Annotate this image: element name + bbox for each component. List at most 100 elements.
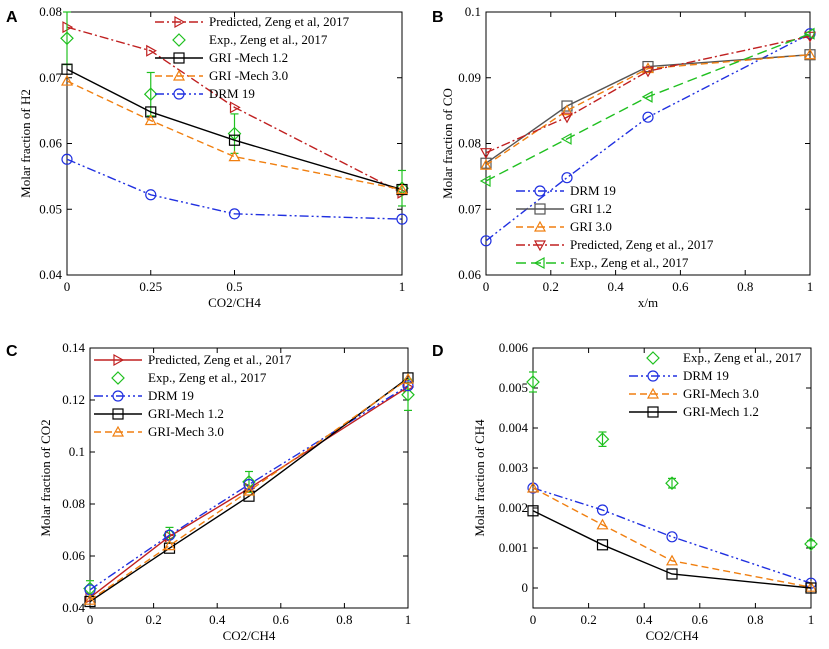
series-line <box>89 378 409 601</box>
data-point <box>402 380 414 392</box>
data-point <box>641 90 653 103</box>
legend-entry: DRM 19 <box>570 183 616 198</box>
data-point <box>804 580 818 592</box>
x-tick-label: 0.8 <box>747 612 763 627</box>
y-axis-label: Molar fraction of CO2 <box>38 419 53 536</box>
series-exp-zeng-et-al-2017 <box>526 371 818 551</box>
y-tick-label: 0.1 <box>465 4 481 19</box>
data-point <box>479 174 491 187</box>
data-point <box>401 387 415 402</box>
plot-frame <box>485 11 811 276</box>
y-tick-label: 0.12 <box>62 392 85 407</box>
legend-marker <box>533 240 547 252</box>
legend-marker <box>534 185 546 197</box>
x-tick-label: 0 <box>530 612 537 627</box>
panel-label: B <box>432 9 444 26</box>
data-point <box>595 432 610 447</box>
data-point <box>163 539 176 551</box>
x-tick-label: 0.5 <box>226 279 242 294</box>
data-point <box>61 63 73 75</box>
y-tick-label: 0.07 <box>458 201 481 216</box>
data-point <box>479 148 493 159</box>
series-drm-19 <box>61 153 408 225</box>
x-tick-label: 0.8 <box>336 612 352 627</box>
legend-entry: GRI-Mech 3.0 <box>683 386 759 401</box>
data-point <box>146 44 157 57</box>
x-tick-label: 0.8 <box>737 279 753 294</box>
data-point <box>395 183 409 195</box>
legend: Exp., Zeng et al., 2017 DRM 19 GRI-Mech 3.… <box>629 350 802 419</box>
series-line <box>66 26 403 194</box>
data-point <box>641 62 655 74</box>
y-tick-label: 0.08 <box>62 496 85 511</box>
panel-label: A <box>6 9 18 26</box>
y-tick-label: 0.08 <box>39 4 62 19</box>
data-point <box>84 595 96 608</box>
y-tick-label: 0.005 <box>499 380 528 395</box>
y-tick-label: 0.05 <box>39 201 62 216</box>
legend-marker <box>113 353 125 367</box>
x-tick-label: 0.4 <box>636 612 653 627</box>
data-point <box>396 213 408 225</box>
x-tick-label: 1 <box>807 279 814 294</box>
data-point <box>144 114 157 126</box>
series-line <box>66 68 403 191</box>
data-point <box>60 74 74 86</box>
data-point <box>228 208 241 220</box>
data-point <box>145 106 157 118</box>
data-point <box>560 104 574 116</box>
data-point <box>641 66 655 78</box>
panel-a: A 0 0.25 0.5 1 0.04 0.05 0.06 0.07 0.08 CO2/CH4 Mol… <box>6 4 409 310</box>
data-point <box>479 158 493 170</box>
x-axis-label: CO2/CH4 <box>223 628 276 643</box>
legend: DRM 19 GRI 1.2 GRI 3.0 Predicted, Zeng et a… <box>516 183 714 270</box>
data-point <box>60 31 74 46</box>
x-tick-label: 0.6 <box>672 279 689 294</box>
data-point <box>804 537 818 551</box>
panel-c: C 0 0.2 0.4 0.6 0.8 1 0.04 0.06 0.08 0.1 0.12 0.14 CO… <box>6 340 415 643</box>
y-tick-label: 0.001 <box>499 540 528 555</box>
legend-entry: Predicted, Zeng et al., 2017 <box>148 352 292 367</box>
y-axis-label: Molar fraction of CH4 <box>472 419 487 537</box>
y-tick-label: 0.002 <box>499 500 528 515</box>
data-point <box>642 60 654 73</box>
x-tick-label: 0 <box>483 279 490 294</box>
legend-entry: GRI -Mech 1.2 <box>209 50 288 65</box>
data-point <box>401 372 415 384</box>
y-tick-label: 0.004 <box>499 420 529 435</box>
panel-label: C <box>6 343 18 360</box>
legend: Predicted, Zeng et al, 2017 Exp., Zeng et… <box>155 14 350 101</box>
legend-entry: GRI 1.2 <box>570 201 612 216</box>
x-axis-label: x/m <box>638 295 658 310</box>
series-line <box>485 54 811 166</box>
legend-entry: GRI 3.0 <box>570 219 612 234</box>
series-line <box>485 54 811 164</box>
data-point <box>242 484 256 496</box>
x-axis-label: CO2/CH4 <box>208 295 261 310</box>
x-tick-label: 1 <box>808 612 815 627</box>
data-point <box>61 153 73 165</box>
data-point <box>560 112 574 124</box>
data-point <box>642 111 654 123</box>
x-tick-label: 1 <box>405 612 412 627</box>
legend-entry: GRI -Mech 3.0 <box>209 68 288 83</box>
legend-marker <box>534 203 546 215</box>
x-tick-label: 0.2 <box>543 279 559 294</box>
data-point <box>665 554 679 566</box>
series-line <box>532 510 812 589</box>
y-tick-label: 0.04 <box>39 267 62 282</box>
data-point <box>596 504 609 516</box>
plot-frame <box>89 347 409 609</box>
legend-entry: GRI-Mech 3.0 <box>148 424 224 439</box>
legend-entry: Predicted, Zeng et al, 2017 <box>209 14 350 29</box>
series-gri-mech-3-0 <box>526 481 818 592</box>
legend-marker <box>112 408 124 420</box>
y-tick-label: 0.07 <box>39 70 62 85</box>
x-tick-label: 1 <box>399 279 406 294</box>
data-point <box>242 475 256 489</box>
legend-marker <box>111 371 125 385</box>
x-tick-label: 0.25 <box>139 279 162 294</box>
data-point <box>228 150 241 162</box>
legend-marker <box>112 390 124 402</box>
